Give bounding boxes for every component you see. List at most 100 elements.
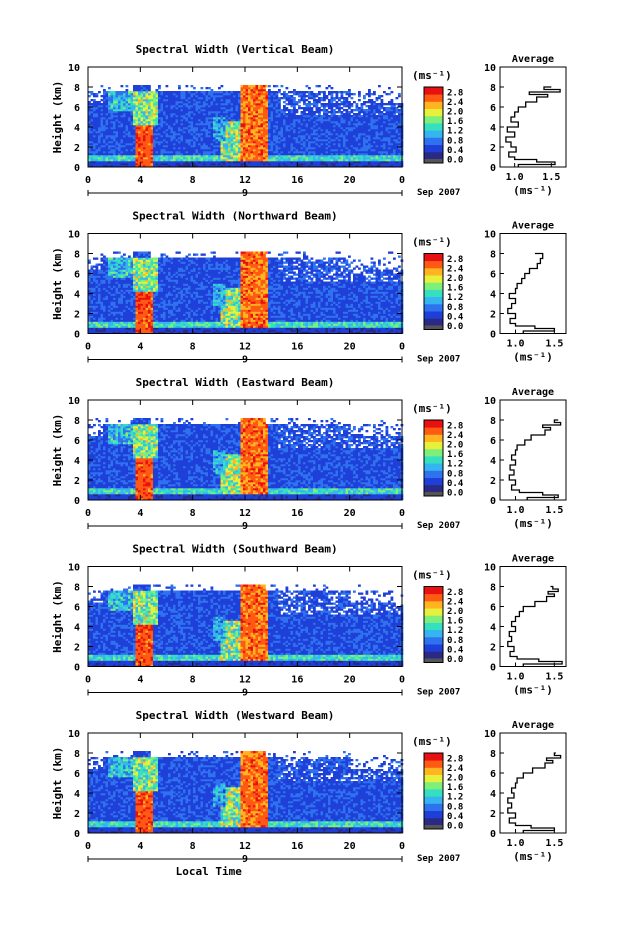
heatmap-cell [300,123,304,126]
heatmap-cell [135,85,139,88]
heatmap-cell [90,159,94,162]
heatmap-cell [160,113,164,116]
heatmap-cell [270,103,274,106]
heatmap-cell [355,153,359,156]
heatmap-cell [300,161,304,164]
heatmap-cell [260,149,264,152]
profile-y-tick-label: 0 [490,163,496,174]
heatmap-cell [158,99,161,102]
heatmap-cell [160,153,164,156]
heatmap-cell [393,137,396,140]
heatmap-cell [273,149,276,152]
heatmap-cell [208,133,211,136]
heatmap-cell [380,139,384,142]
heatmap-cell [113,151,116,154]
heatmap-cell [100,165,104,168]
heatmap-cell [190,109,194,112]
heatmap-cell [360,135,364,138]
heatmap-cell [245,105,249,108]
heatmap-cell [340,141,344,144]
heatmap-cell [340,131,344,134]
heatmap-cell [378,151,381,154]
heatmap-cell [120,133,124,136]
heatmap-cell [155,153,159,156]
heatmap-cell [160,135,164,138]
heatmap-cell [100,305,104,308]
heatmap-cell [143,99,146,102]
heatmap-cell [130,151,134,154]
heatmap-cell [208,161,211,164]
heatmap-cell [353,121,356,124]
heatmap-cell [220,107,224,110]
heatmap-cell [375,97,379,100]
heatmap-cell [163,159,166,162]
heatmap-cell [218,109,221,112]
heatmap-cell [178,163,181,166]
heatmap-cell [180,153,184,156]
heatmap-cell [175,121,179,124]
heatmap-cell [213,99,216,102]
heatmap-cell [223,123,226,126]
heatmap-cell [158,165,161,168]
heatmap-cell [95,287,99,290]
heatmap-cell [245,133,249,136]
heatmap-cell [330,107,334,110]
heatmap-cell [148,145,151,148]
heatmap-cell [93,287,96,290]
heatmap-cell [265,157,269,160]
heatmap-cell [308,105,311,108]
heatmap-cell [128,107,131,110]
heatmap-cell [93,325,96,328]
heatmap-cell [208,151,211,154]
heatmap-cell [258,101,261,104]
heatmap-cell [95,269,99,272]
heatmap-cell [88,325,91,328]
heatmap-cell [385,151,389,154]
heatmap-cell [388,93,391,96]
heatmap-cell [323,113,326,116]
heatmap-cell [385,155,389,158]
heatmap-cell [368,91,371,94]
heatmap-cell [130,141,134,144]
heatmap-cell [338,149,341,152]
heatmap-cell [275,97,279,100]
heatmap-cell [190,121,194,124]
heatmap-cell [88,279,91,282]
heatmap-cell [273,113,276,116]
heatmap-cell [300,115,304,118]
heatmap-cell [150,127,154,130]
heatmap-cell [98,147,101,150]
heatmap-cell [375,153,379,156]
heatmap-cell [265,153,269,156]
heatmap-cell [303,153,306,156]
heatmap-cell [393,113,396,116]
heatmap-cell [163,149,166,152]
heatmap-cell [203,115,206,118]
heatmap-cell [193,103,196,106]
heatmap-cell [193,119,196,122]
heatmap-cell [165,141,169,144]
heatmap-cell [268,105,271,108]
heatmap-cell [363,121,366,124]
heatmap-cell [270,133,274,136]
heatmap-cell [315,107,319,110]
heatmap-cell [130,101,134,104]
heatmap-cell [348,135,351,138]
heatmap-cell [265,97,269,100]
heatmap-cell [88,155,91,158]
heatmap-cell [315,149,319,152]
heatmap-cell [235,141,239,144]
heatmap-cell [270,127,274,130]
heatmap-cell [283,101,286,104]
heatmap-cell [140,115,144,118]
heatmap-cell [300,159,304,162]
heatmap-cell [118,117,121,120]
heatmap-cell [113,131,116,134]
heatmap-cell [390,141,394,144]
heatmap-cell [338,157,341,160]
heatmap-cell [295,149,299,152]
heatmap-cell [298,101,301,104]
heatmap-cell [90,149,94,152]
heatmap-cell [188,111,191,114]
heatmap-cell [335,93,339,96]
